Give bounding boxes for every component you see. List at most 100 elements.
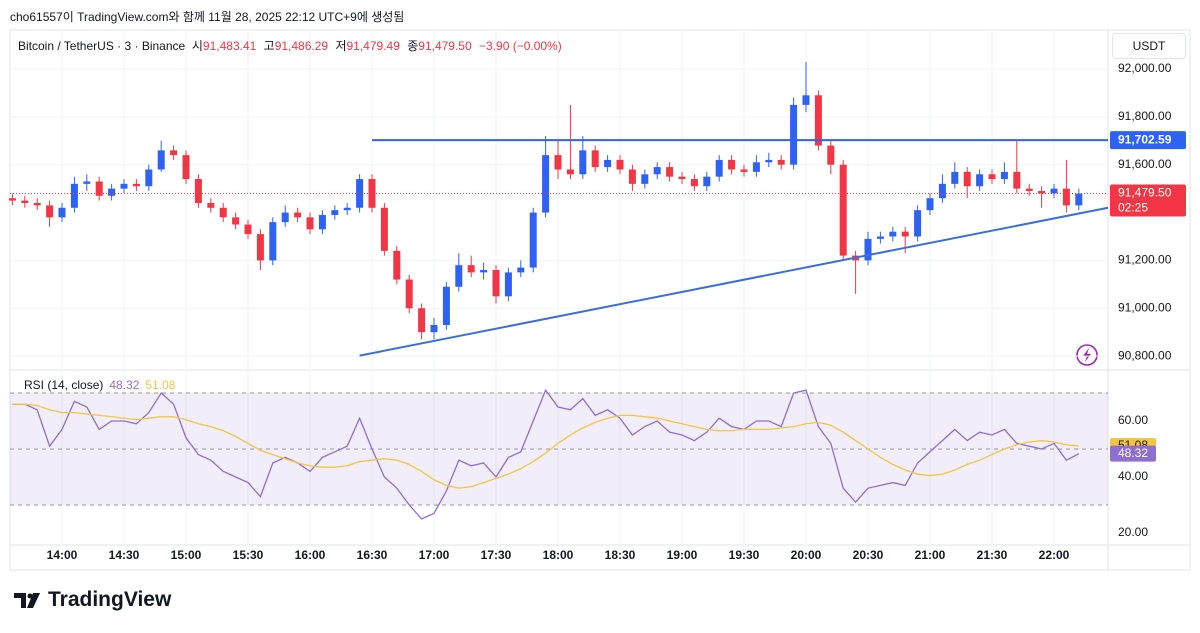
last-price-box [1110, 184, 1186, 217]
candle-body [579, 150, 587, 175]
candle-body [566, 169, 574, 175]
x-tick-label: 21:30 [977, 548, 1008, 562]
candle-body [814, 95, 822, 146]
candle-body [604, 159, 612, 168]
alert-icon[interactable] [1076, 344, 1098, 366]
rsi-value-box [1110, 445, 1156, 462]
price-label: 91,702.59 [1118, 132, 1172, 146]
legend-text: 51.08 [145, 378, 175, 392]
x-tick-label: 20:30 [853, 548, 884, 562]
y-tick-label: 91,200.00 [1118, 253, 1172, 267]
candle-body [269, 222, 277, 261]
chart-frame [9, 29, 1191, 571]
candle-body [194, 179, 202, 203]
symbol-line: Bitcoin / TetherUS · 3 · Binance 시91,483… [18, 37, 566, 54]
candle-body [951, 171, 959, 184]
candle-body [207, 202, 215, 208]
y-tick-label: 20.00 [1118, 525, 1148, 539]
candle-body [1013, 171, 1021, 189]
candle-body [58, 207, 66, 218]
x-tick-label: 17:30 [481, 548, 512, 562]
rsi-value-label: 48.32 [1118, 446, 1148, 460]
candle-body [70, 183, 78, 208]
candle-body [21, 200, 29, 203]
y-tick-label: 91,600.00 [1118, 157, 1172, 171]
currency-button[interactable]: USDT [1112, 33, 1186, 59]
candle-body [827, 145, 835, 165]
candle-body [765, 159, 773, 163]
x-tick-label: 20:00 [791, 548, 822, 562]
candle-body [8, 198, 16, 201]
x-tick-label: 14:30 [109, 548, 140, 562]
last-price-label: 91,479.50 [1118, 186, 1172, 200]
ohlc-key: 고 [263, 39, 275, 53]
x-tick-label: 14:00 [47, 548, 78, 562]
candle-body [108, 188, 116, 196]
candle-body [752, 162, 760, 172]
candle-body [145, 169, 153, 187]
candle-body [876, 236, 884, 239]
candle-body [120, 183, 128, 189]
x-tick-label: 18:30 [605, 548, 636, 562]
x-tick-label: 22:00 [1039, 548, 1070, 562]
x-tick-label: 19:00 [667, 548, 698, 562]
candle-body [232, 217, 240, 225]
countdown: 02:25 [1118, 201, 1148, 215]
candle-body [405, 279, 413, 309]
candle-body [690, 179, 698, 187]
ohlc-key: 시 [191, 39, 203, 53]
candle-body [418, 308, 426, 333]
candle-body [554, 155, 562, 170]
candle-body [628, 169, 636, 184]
candle-body [542, 155, 550, 213]
x-tick-label: 21:00 [915, 548, 946, 562]
candle-body [715, 159, 723, 177]
candle-body [504, 272, 512, 297]
candle-body [802, 95, 810, 105]
candle-body [777, 159, 785, 165]
candle-body [393, 250, 401, 280]
candle-body [442, 286, 450, 326]
candle-body [1062, 188, 1070, 206]
symbol-title: Bitcoin / TetherUS · 3 · Binance [18, 39, 186, 53]
candle-body [467, 265, 475, 273]
candle-body [343, 207, 351, 211]
candle-body [157, 150, 165, 170]
legend-text: RSI (14, close) [24, 378, 103, 392]
candle-body [132, 183, 140, 187]
y-tick-label: 90,800.00 [1118, 348, 1172, 362]
candle-body [591, 150, 599, 168]
y-tick-label: 91,800.00 [1118, 109, 1172, 123]
brand-logo [14, 593, 40, 608]
candle-body [1000, 171, 1008, 180]
candle-body [740, 169, 748, 172]
rsi-line [12, 388, 1080, 520]
x-tick-label: 18:00 [543, 548, 574, 562]
ohlc-key: 저 [335, 39, 347, 53]
candle-body [306, 217, 314, 230]
rsi-band-fill [10, 392, 1108, 505]
candle-body [839, 164, 847, 256]
y-tick-label: 91,000.00 [1118, 300, 1172, 314]
candle-body [170, 150, 178, 156]
candle-body [95, 181, 103, 196]
candle-body [318, 214, 326, 230]
indicator-legend: RSI (14, close) 48.32 51.08 [24, 378, 176, 392]
candle-body [790, 104, 798, 165]
candle-body [1038, 191, 1046, 194]
created-note: cho61557이 TradingView.com와 함께 11월 28, 20… [10, 10, 405, 24]
candle-body [988, 174, 996, 180]
candle-body [703, 176, 711, 187]
candle-body [963, 171, 971, 187]
candle-body [455, 265, 463, 287]
candle-body [914, 210, 922, 237]
x-tick-label: 16:30 [357, 548, 388, 562]
candle-body [666, 167, 674, 177]
candle-body [356, 179, 364, 208]
candle-body [244, 224, 252, 235]
candle-body [430, 325, 438, 333]
x-tick-label: 15:00 [171, 548, 202, 562]
candle-body [33, 202, 41, 206]
